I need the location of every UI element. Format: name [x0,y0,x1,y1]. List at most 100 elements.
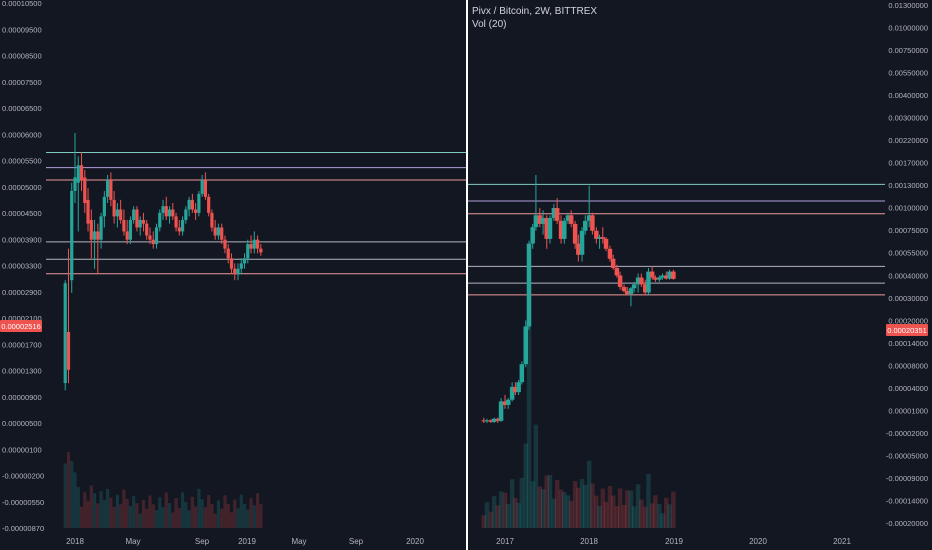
candle-body[interactable] [96,231,100,240]
candle-body[interactable] [572,223,578,244]
candle-body[interactable] [505,399,511,405]
candle-body[interactable] [83,177,87,203]
candle-body[interactable] [259,248,263,253]
candle-body[interactable] [519,364,525,383]
candle-body[interactable] [509,386,515,400]
candle-body[interactable] [484,420,490,422]
candle-body[interactable] [109,180,113,200]
candle-body[interactable] [625,291,630,295]
candle-body[interactable] [498,401,504,421]
candle-body[interactable] [671,271,676,279]
candle-body[interactable] [223,239,227,249]
candle-body[interactable] [554,208,560,221]
candle-body[interactable] [151,239,155,245]
candle-body[interactable] [180,219,185,232]
candle-body[interactable] [617,275,623,287]
candle-body[interactable] [657,277,662,280]
candle-body[interactable] [639,277,644,285]
candle-body[interactable] [197,193,201,213]
candle-body[interactable] [249,244,253,249]
candle-body[interactable] [481,420,487,422]
candle-body[interactable] [138,219,142,228]
candle-body[interactable] [631,284,637,289]
candle-body[interactable] [597,237,602,239]
candle-body[interactable] [115,209,119,217]
candle-body[interactable] [102,196,106,217]
candle-body[interactable] [125,231,129,240]
candle-body[interactable] [161,206,165,213]
candle-body[interactable] [558,220,564,239]
candle-body[interactable] [513,386,518,393]
candle-body[interactable] [491,418,497,422]
candle-body[interactable] [73,177,77,191]
candle-body[interactable] [600,237,606,239]
candle-body[interactable] [547,217,553,239]
candle-body[interactable] [642,284,648,293]
candle-body[interactable] [89,219,93,240]
candle-body[interactable] [579,230,585,255]
candle-body[interactable] [66,332,71,370]
candle-body[interactable] [187,199,191,210]
candle-body[interactable] [184,209,188,220]
candle-body[interactable] [246,244,250,259]
candle-body[interactable] [200,180,204,194]
candle-body[interactable] [621,286,627,292]
candle-body[interactable] [76,165,80,183]
candle-body[interactable] [540,217,546,224]
right-chart-panel[interactable]: 0.01300000 0.01000000 0.00750000 0.00550000… [468,1,928,546]
candle-body[interactable] [607,248,613,259]
candle-body[interactable] [242,258,247,264]
candle-body[interactable] [171,209,175,217]
candle-body[interactable] [177,227,181,232]
candle-body[interactable] [530,227,535,244]
candle-body[interactable] [145,223,149,236]
candle-body[interactable] [233,268,237,275]
candle-body[interactable] [583,220,588,231]
candle-body[interactable] [174,216,178,228]
candle-body[interactable] [660,275,665,278]
candle-body[interactable] [663,275,669,279]
candle-body[interactable] [646,271,651,293]
candle-body[interactable] [122,219,126,232]
candle-body[interactable] [594,230,599,239]
candle-body[interactable] [207,196,211,213]
candle-body[interactable] [135,209,139,228]
candle-body[interactable] [79,165,84,181]
candle-body[interactable] [590,215,595,231]
candle-body[interactable] [586,215,592,221]
candle-body[interactable] [603,238,609,249]
candle-body[interactable] [526,243,532,327]
candle-body[interactable] [565,215,571,221]
candle-body[interactable] [190,199,194,210]
candle-body[interactable] [226,248,230,259]
candle-body[interactable] [252,239,256,249]
candle-body[interactable] [562,220,567,239]
candle-body[interactable] [167,209,172,217]
candle-body[interactable] [516,382,521,393]
candle-body[interactable] [70,190,74,281]
candle-body[interactable] [551,208,557,218]
candle-body[interactable] [106,180,110,197]
candle-body[interactable] [533,215,539,228]
candle-body[interactable] [537,215,543,224]
candle-body[interactable] [239,263,243,269]
candle-body[interactable] [635,277,641,285]
candle-body[interactable] [63,283,67,384]
candle-body[interactable] [119,209,123,220]
candle-body[interactable] [92,231,97,240]
candle-body[interactable] [229,258,234,269]
candle-body[interactable] [203,180,208,197]
candle-body[interactable] [576,243,581,255]
candle-body[interactable] [164,206,168,217]
candle-body[interactable] [614,268,620,276]
candle-body[interactable] [210,212,214,228]
candle-body[interactable] [649,271,655,278]
candle-body[interactable] [141,219,146,224]
candle-body[interactable] [220,227,224,240]
candle-body[interactable] [154,227,159,245]
left-chart-panel[interactable]: 0.00010500 0.00009500 0.00008500 0.00007500… [0,0,466,546]
candle-body[interactable] [236,268,240,275]
candle-body[interactable] [112,199,116,217]
candle-body[interactable] [653,277,658,280]
candle-body[interactable] [148,235,152,240]
